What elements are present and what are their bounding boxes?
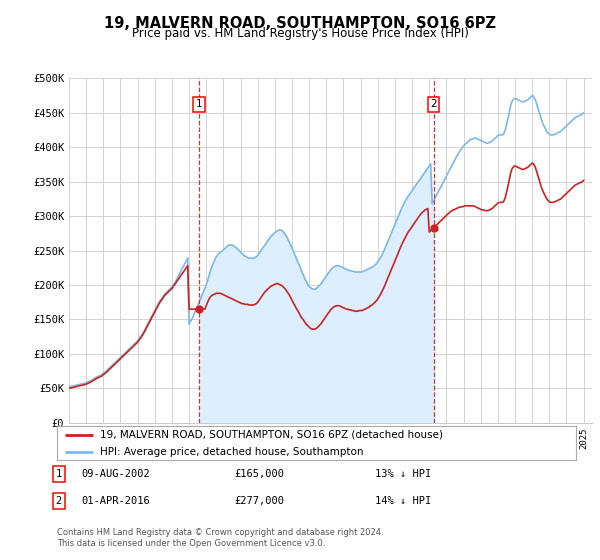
Text: 19, MALVERN ROAD, SOUTHAMPTON, SO16 6PZ (detached house): 19, MALVERN ROAD, SOUTHAMPTON, SO16 6PZ … — [100, 430, 443, 440]
Text: 1: 1 — [56, 469, 62, 479]
Text: 19, MALVERN ROAD, SOUTHAMPTON, SO16 6PZ: 19, MALVERN ROAD, SOUTHAMPTON, SO16 6PZ — [104, 16, 496, 31]
Text: HPI: Average price, detached house, Southampton: HPI: Average price, detached house, Sout… — [100, 447, 363, 456]
Text: 2: 2 — [56, 496, 62, 506]
Text: 13% ↓ HPI: 13% ↓ HPI — [375, 469, 431, 479]
Text: 1: 1 — [196, 99, 203, 109]
Text: 09-AUG-2002: 09-AUG-2002 — [81, 469, 150, 479]
Text: £277,000: £277,000 — [234, 496, 284, 506]
Text: £165,000: £165,000 — [234, 469, 284, 479]
Text: 14% ↓ HPI: 14% ↓ HPI — [375, 496, 431, 506]
Text: 01-APR-2016: 01-APR-2016 — [81, 496, 150, 506]
Text: Contains HM Land Registry data © Crown copyright and database right 2024.
This d: Contains HM Land Registry data © Crown c… — [57, 528, 383, 548]
Text: Price paid vs. HM Land Registry's House Price Index (HPI): Price paid vs. HM Land Registry's House … — [131, 27, 469, 40]
Text: 2: 2 — [430, 99, 437, 109]
